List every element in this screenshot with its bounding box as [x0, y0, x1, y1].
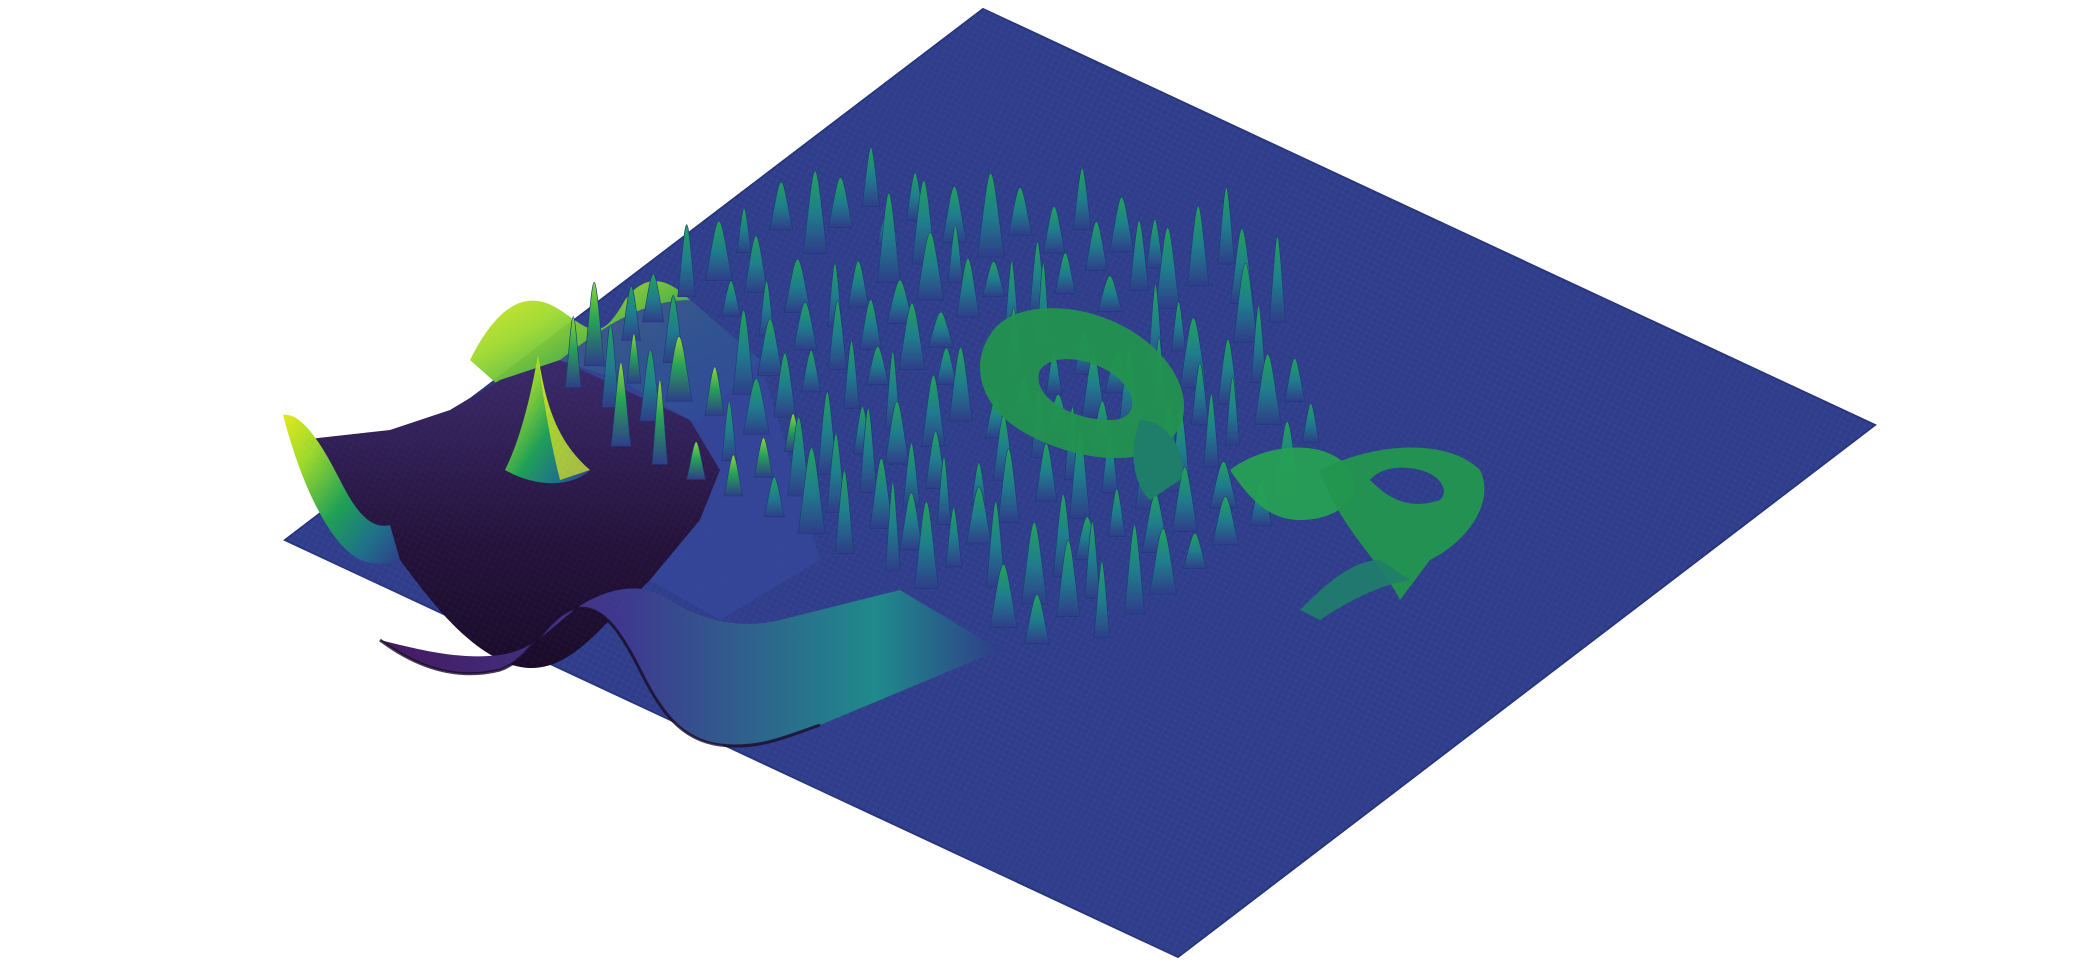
spike — [1171, 466, 1199, 532]
spike — [801, 349, 822, 393]
spike — [723, 454, 744, 497]
spike — [1097, 275, 1123, 312]
spike — [721, 401, 738, 461]
spike — [1182, 532, 1208, 569]
spike — [1225, 376, 1241, 446]
spike — [1253, 353, 1282, 425]
spike — [1232, 262, 1259, 343]
spike — [1109, 196, 1135, 253]
spike — [1007, 187, 1033, 236]
spike — [802, 170, 828, 254]
spike — [859, 407, 878, 493]
spike — [753, 437, 774, 478]
spike — [902, 442, 921, 508]
spike — [884, 401, 910, 465]
spike — [792, 301, 818, 351]
spike — [1155, 227, 1181, 309]
spike — [742, 378, 771, 435]
spike — [1209, 461, 1238, 509]
spike — [1203, 393, 1220, 468]
spike — [736, 207, 752, 253]
spike — [948, 346, 973, 422]
spike — [783, 258, 812, 313]
spike — [651, 379, 668, 465]
spike — [665, 336, 693, 402]
spike — [955, 257, 980, 318]
spike — [834, 469, 855, 554]
spike — [947, 224, 964, 283]
spike — [1042, 205, 1066, 254]
spike — [769, 181, 794, 231]
ring-formations — [980, 308, 1485, 620]
spike — [827, 177, 854, 228]
spike — [861, 146, 881, 207]
spike — [773, 352, 797, 418]
spike — [865, 346, 890, 386]
spike — [1107, 488, 1126, 537]
spike — [965, 486, 993, 545]
spike — [989, 563, 1018, 628]
spike — [936, 456, 952, 525]
spike — [876, 192, 901, 283]
spike — [921, 374, 946, 447]
spike — [985, 501, 1006, 588]
spike — [981, 260, 1006, 297]
spike — [935, 347, 958, 385]
spike — [610, 362, 632, 447]
spike — [827, 300, 848, 370]
spike — [916, 232, 945, 301]
spike — [1084, 221, 1109, 271]
spike — [704, 366, 725, 416]
spike — [1301, 402, 1320, 443]
spike — [743, 235, 769, 293]
spike — [1284, 357, 1306, 402]
spike — [970, 462, 988, 505]
spike — [1123, 524, 1146, 615]
spike — [721, 280, 741, 317]
spike — [1211, 496, 1240, 546]
spike — [564, 316, 582, 388]
spike — [686, 441, 706, 480]
spike — [704, 220, 733, 281]
spike — [1190, 362, 1210, 426]
spike — [941, 185, 968, 244]
spike — [583, 281, 605, 367]
spike — [1186, 205, 1210, 287]
spike — [1020, 521, 1048, 605]
spike — [1054, 252, 1077, 294]
spike — [621, 285, 641, 341]
spike — [1084, 521, 1101, 599]
spike — [1128, 220, 1150, 291]
spike — [797, 447, 826, 534]
spike — [677, 224, 697, 297]
spike — [1056, 539, 1081, 617]
spike — [945, 506, 963, 568]
spike — [1072, 167, 1092, 230]
spike — [642, 273, 665, 323]
spike — [997, 448, 1020, 523]
spike — [1217, 186, 1236, 265]
spike — [843, 340, 860, 409]
spike — [859, 299, 883, 350]
spike — [1170, 301, 1187, 352]
spike — [884, 482, 901, 572]
spike — [732, 309, 755, 395]
spike — [976, 172, 1005, 258]
spike — [1149, 527, 1178, 595]
spike — [927, 311, 955, 348]
spike — [898, 302, 926, 370]
spike — [1268, 236, 1286, 323]
spike — [847, 260, 870, 308]
spike — [756, 318, 784, 376]
spike — [1023, 594, 1050, 645]
spike — [626, 333, 642, 384]
spike — [913, 501, 939, 589]
spike — [1093, 561, 1111, 639]
spike — [763, 476, 785, 518]
